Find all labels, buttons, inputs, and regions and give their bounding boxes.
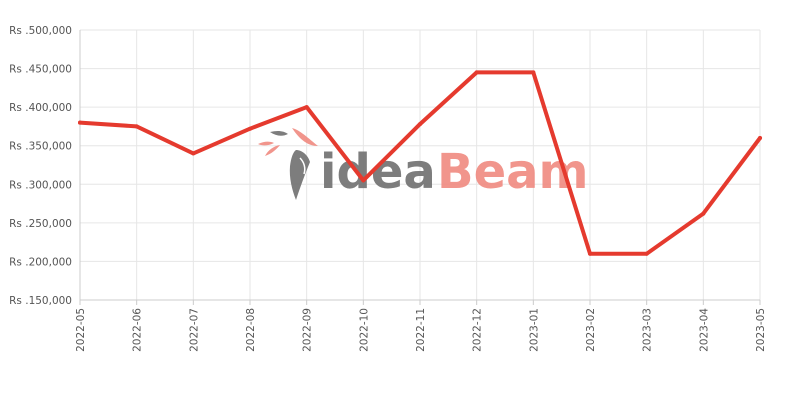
y-tick-label: Rs .300,000: [9, 179, 72, 191]
x-tick-label: 2022-05: [75, 308, 87, 352]
x-tick-label: 2022-08: [245, 308, 257, 352]
x-tick-label: 2023-03: [642, 308, 654, 352]
data-point: [418, 122, 422, 127]
y-tick-label: Rs .350,000: [9, 141, 72, 153]
y-tick-label: Rs .200,000: [9, 256, 72, 268]
x-tick-label: 2022-12: [472, 308, 484, 352]
data-point: [531, 70, 536, 75]
x-tick-label: 2023-05: [755, 308, 767, 352]
x-tick-label: 2023-01: [528, 308, 540, 352]
ideabeam-watermark: idea Beam: [258, 128, 589, 200]
x-tick-label: 2022-07: [188, 308, 200, 352]
data-point: [474, 70, 479, 75]
data-point: [758, 136, 762, 140]
x-tick-label: 2022-10: [358, 308, 370, 352]
bird-logo-icon: [258, 128, 318, 200]
data-point: [134, 124, 139, 129]
data-point: [361, 178, 366, 183]
x-axis-tick-labels: 2022-05 2022-06 2022-07 2022-08 2022-09 2022-…: [75, 308, 767, 352]
data-point: [191, 151, 196, 156]
data-point: [78, 120, 82, 125]
y-tick-label: Rs .500,000: [9, 25, 72, 37]
y-tick-label: Rs .450,000: [9, 64, 72, 76]
y-axis-tick-labels: Rs .150,000 Rs .200,000 Rs .250,000 Rs .300…: [9, 25, 72, 307]
y-tick-label: Rs .250,000: [9, 218, 72, 230]
y-tick-label: Rs .400,000: [9, 102, 72, 114]
data-point: [701, 211, 706, 216]
data-point: [644, 251, 649, 256]
data-point: [588, 251, 592, 256]
x-tick-label: 2022-09: [302, 308, 314, 352]
x-tick-label: 2023-04: [698, 308, 710, 352]
x-tick-label: 2023-02: [585, 308, 597, 352]
x-tick-label: 2022-11: [415, 308, 427, 352]
watermark-idea-text: idea: [320, 144, 436, 200]
axes: [79, 30, 761, 305]
data-point: [304, 105, 309, 110]
y-tick-label: Rs .150,000: [9, 295, 72, 307]
series-layer: [78, 70, 762, 256]
x-tick-label: 2022-06: [132, 308, 144, 352]
data-point: [248, 126, 252, 131]
